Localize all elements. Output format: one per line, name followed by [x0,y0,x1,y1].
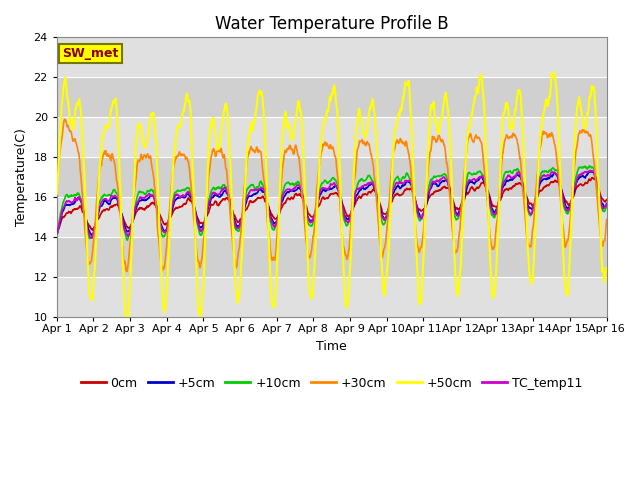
+50cm [124,314,131,320]
Line: +30cm: +30cm [57,119,607,271]
+30cm [124,268,131,274]
+30cm [61,116,68,122]
Legend: 0cm, +5cm, +10cm, +30cm, +50cm, TC_temp11: 0cm, +5cm, +10cm, +30cm, +50cm, TC_temp1… [76,372,588,395]
+5cm [603,201,611,206]
+50cm [163,294,170,300]
Bar [57,117,607,157]
Line: +50cm: +50cm [57,72,607,317]
+50cm [53,191,61,197]
TC_temp11 [538,175,545,181]
Bar [57,277,607,317]
+10cm [538,169,545,175]
+30cm [538,131,546,137]
+10cm [237,220,245,226]
0cm [163,221,170,227]
+5cm [417,214,425,220]
+50cm [603,265,611,271]
Bar [57,37,607,77]
Bar [57,77,607,117]
0cm [53,227,61,232]
+5cm [88,233,96,239]
+50cm [175,122,183,128]
Bar [57,157,607,197]
TC_temp11 [490,211,497,216]
0cm [538,188,545,193]
0cm [490,203,497,208]
+10cm [163,228,170,234]
TC_temp11 [603,202,611,207]
+30cm [53,181,61,187]
+10cm [53,232,61,238]
Line: +5cm: +5cm [57,171,607,236]
Line: +10cm: +10cm [57,166,607,240]
+50cm [417,295,425,301]
+50cm [490,295,497,301]
0cm [88,227,96,233]
+30cm [176,150,184,156]
TC_temp11 [53,231,61,237]
+10cm [603,202,611,207]
+5cm [163,228,170,233]
TC_temp11 [163,228,170,234]
TC_temp11 [88,235,95,241]
Text: SW_met: SW_met [62,47,118,60]
X-axis label: Time: Time [316,340,347,353]
+30cm [603,216,611,222]
Line: 0cm: 0cm [57,178,607,230]
+5cm [538,178,545,183]
+30cm [237,224,245,230]
TC_temp11 [237,218,245,224]
Bar [57,197,607,237]
+30cm [418,242,426,248]
+30cm [163,244,170,250]
0cm [417,208,425,214]
0cm [175,204,183,209]
Y-axis label: Temperature(C): Temperature(C) [15,128,28,226]
0cm [588,175,596,180]
+50cm [550,69,557,75]
+10cm [417,216,425,221]
+10cm [175,188,183,194]
0cm [603,197,611,203]
TC_temp11 [586,168,594,173]
Title: Water Temperature Profile B: Water Temperature Profile B [215,15,449,33]
+5cm [237,218,245,224]
Line: TC_temp11: TC_temp11 [57,170,607,238]
+10cm [586,163,593,168]
+5cm [589,168,596,174]
+5cm [490,208,497,214]
+50cm [237,264,245,270]
TC_temp11 [175,194,183,200]
+50cm [538,124,545,130]
+5cm [175,195,183,201]
+10cm [124,237,131,243]
+5cm [53,231,61,237]
0cm [237,216,245,222]
TC_temp11 [417,216,425,222]
Bar [57,237,607,277]
+10cm [490,213,497,219]
+30cm [490,246,497,252]
